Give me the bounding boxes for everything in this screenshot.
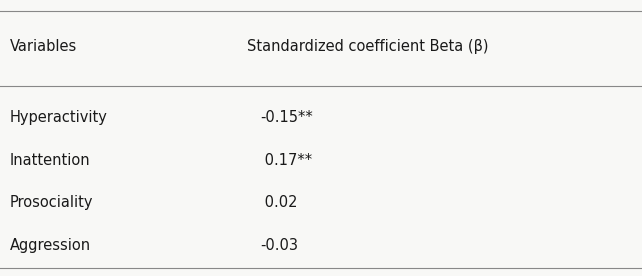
Text: Standardized coefficient Beta (β): Standardized coefficient Beta (β) xyxy=(247,39,489,54)
Text: 0.02: 0.02 xyxy=(260,195,297,210)
Text: Hyperactivity: Hyperactivity xyxy=(10,110,107,125)
Text: 0.17**: 0.17** xyxy=(260,153,312,168)
Text: Aggression: Aggression xyxy=(10,238,91,253)
Text: -0.03: -0.03 xyxy=(260,238,298,253)
Text: Variables: Variables xyxy=(10,39,77,54)
Text: Prosociality: Prosociality xyxy=(10,195,93,210)
Text: -0.15**: -0.15** xyxy=(260,110,313,125)
Text: Inattention: Inattention xyxy=(10,153,91,168)
